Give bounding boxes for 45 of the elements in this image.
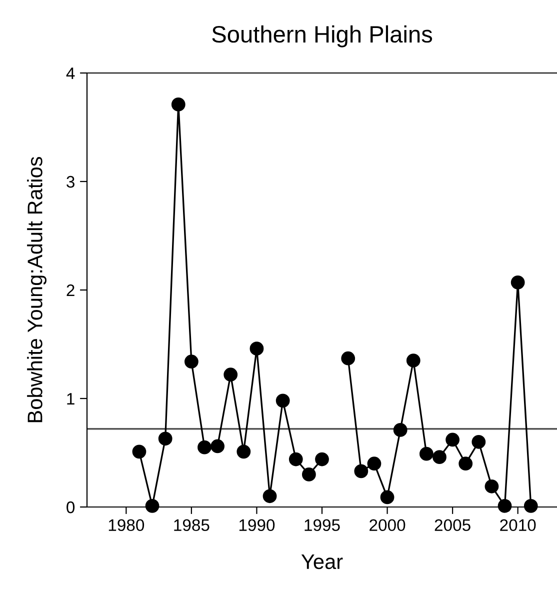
point bbox=[288, 452, 303, 466]
point bbox=[367, 456, 382, 471]
point bbox=[354, 464, 368, 478]
x-axis-title: Year bbox=[301, 554, 343, 570]
point bbox=[446, 432, 460, 447]
point bbox=[393, 423, 408, 437]
point bbox=[472, 434, 486, 449]
point bbox=[498, 498, 512, 513]
point bbox=[250, 342, 264, 356]
y-tick-label: 1 bbox=[67, 393, 74, 405]
point bbox=[524, 498, 538, 513]
y-tick-label: 4 bbox=[66, 68, 75, 80]
point bbox=[184, 354, 198, 369]
point bbox=[484, 479, 499, 494]
x-tick-label: 1985 bbox=[174, 519, 210, 532]
point bbox=[276, 394, 290, 408]
x-tick-label: 2000 bbox=[370, 519, 406, 532]
point bbox=[302, 468, 316, 482]
point bbox=[458, 456, 473, 471]
x-tick-label: 2010 bbox=[500, 519, 536, 532]
point bbox=[171, 98, 186, 112]
point bbox=[315, 452, 329, 466]
chart-title: Southern High Plains bbox=[212, 25, 432, 48]
x-tick-label: 1990 bbox=[239, 519, 275, 532]
point bbox=[224, 368, 238, 382]
point bbox=[262, 489, 277, 504]
point bbox=[132, 444, 146, 459]
point bbox=[420, 446, 434, 461]
y-axis-title: Bobwhite Young:Adult Ratios bbox=[27, 156, 46, 422]
point bbox=[380, 490, 394, 504]
x-tick-label: 1980 bbox=[108, 519, 144, 532]
point bbox=[158, 432, 172, 446]
point bbox=[406, 354, 420, 368]
point bbox=[432, 450, 446, 464]
point bbox=[198, 440, 212, 454]
y-tick-label: 0 bbox=[66, 501, 75, 514]
point bbox=[510, 275, 525, 290]
point bbox=[341, 351, 356, 366]
point bbox=[236, 444, 251, 459]
point bbox=[145, 498, 160, 513]
point bbox=[210, 439, 224, 454]
y-tick-label: 3 bbox=[66, 176, 74, 188]
y-tick-label: 2 bbox=[66, 284, 74, 296]
x-tick-label: 2005 bbox=[434, 519, 470, 532]
x-tick-label: 1995 bbox=[304, 519, 340, 532]
